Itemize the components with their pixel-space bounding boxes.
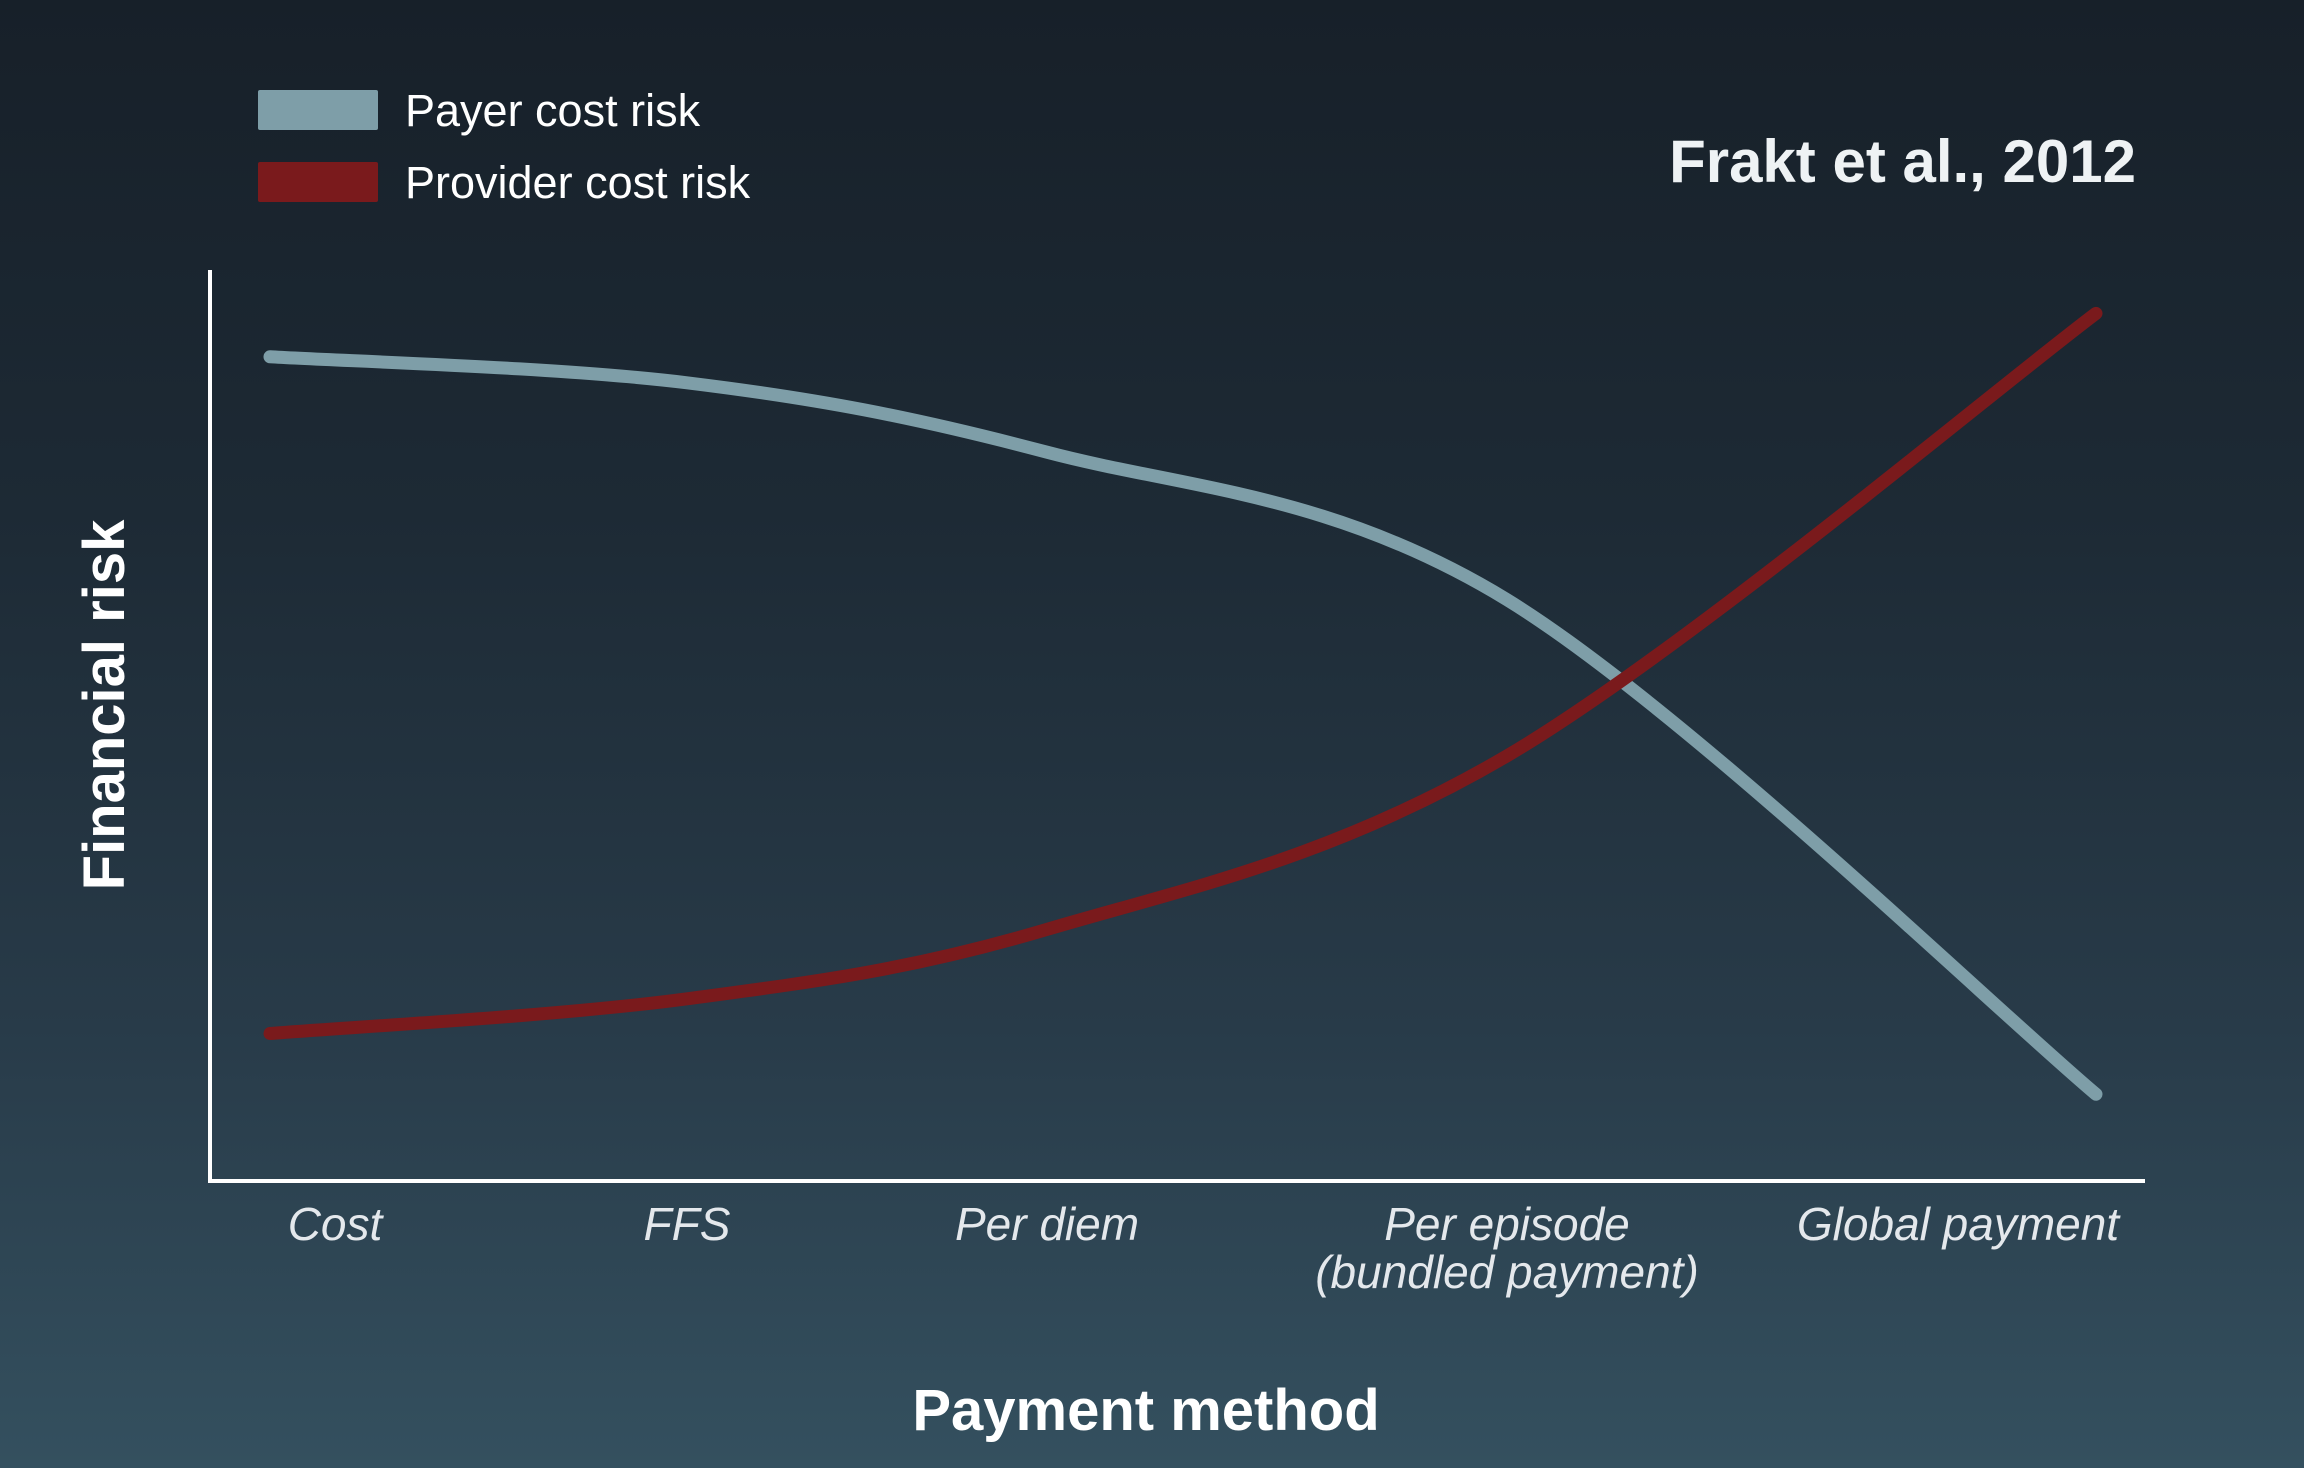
series-line-provider bbox=[263, 306, 2103, 1040]
axes bbox=[208, 270, 2145, 1183]
legend-swatch-provider bbox=[258, 162, 378, 202]
legend-label-payer: Payer cost risk bbox=[405, 85, 701, 136]
x-tick-label: Global payment bbox=[1797, 1198, 2121, 1250]
series-layer bbox=[263, 306, 2103, 1101]
source-citation: Frakt et al., 2012 bbox=[1669, 128, 2136, 195]
x-axis-title: Payment method bbox=[912, 1378, 1379, 1443]
x-tick-label: Per episode (bundled payment) bbox=[1315, 1198, 1699, 1298]
x-tick-label: FFS bbox=[644, 1198, 731, 1250]
x-tick-labels: Cost FFS Per diem Per episode (bundled payme… bbox=[288, 1198, 2122, 1298]
series-line-payer bbox=[263, 350, 2103, 1101]
y-axis-title: Financial risk bbox=[72, 519, 137, 890]
x-tick-label: Cost bbox=[288, 1198, 385, 1250]
legend: Payer cost risk Provider cost risk bbox=[258, 85, 751, 208]
legend-swatch-payer bbox=[258, 90, 378, 130]
x-tick-label: Per diem bbox=[955, 1198, 1139, 1250]
legend-label-provider: Provider cost risk bbox=[405, 157, 751, 208]
